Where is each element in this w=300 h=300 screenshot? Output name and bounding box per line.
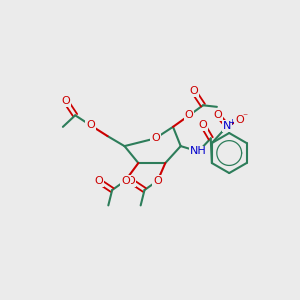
Text: O: O [121, 176, 130, 186]
Text: NH: NH [190, 146, 207, 157]
Text: O: O [153, 176, 162, 186]
Text: O: O [151, 134, 160, 143]
Text: ⁻: ⁻ [242, 112, 247, 122]
Text: O: O [61, 96, 70, 106]
Text: O: O [214, 110, 222, 120]
Text: N: N [223, 121, 232, 131]
Text: +: + [229, 118, 235, 127]
Text: O: O [189, 86, 198, 96]
Text: O: O [126, 176, 135, 186]
Text: O: O [86, 120, 95, 130]
Text: O: O [185, 110, 194, 120]
Text: O: O [94, 176, 103, 186]
Text: O: O [199, 120, 207, 130]
Text: O: O [235, 115, 244, 125]
